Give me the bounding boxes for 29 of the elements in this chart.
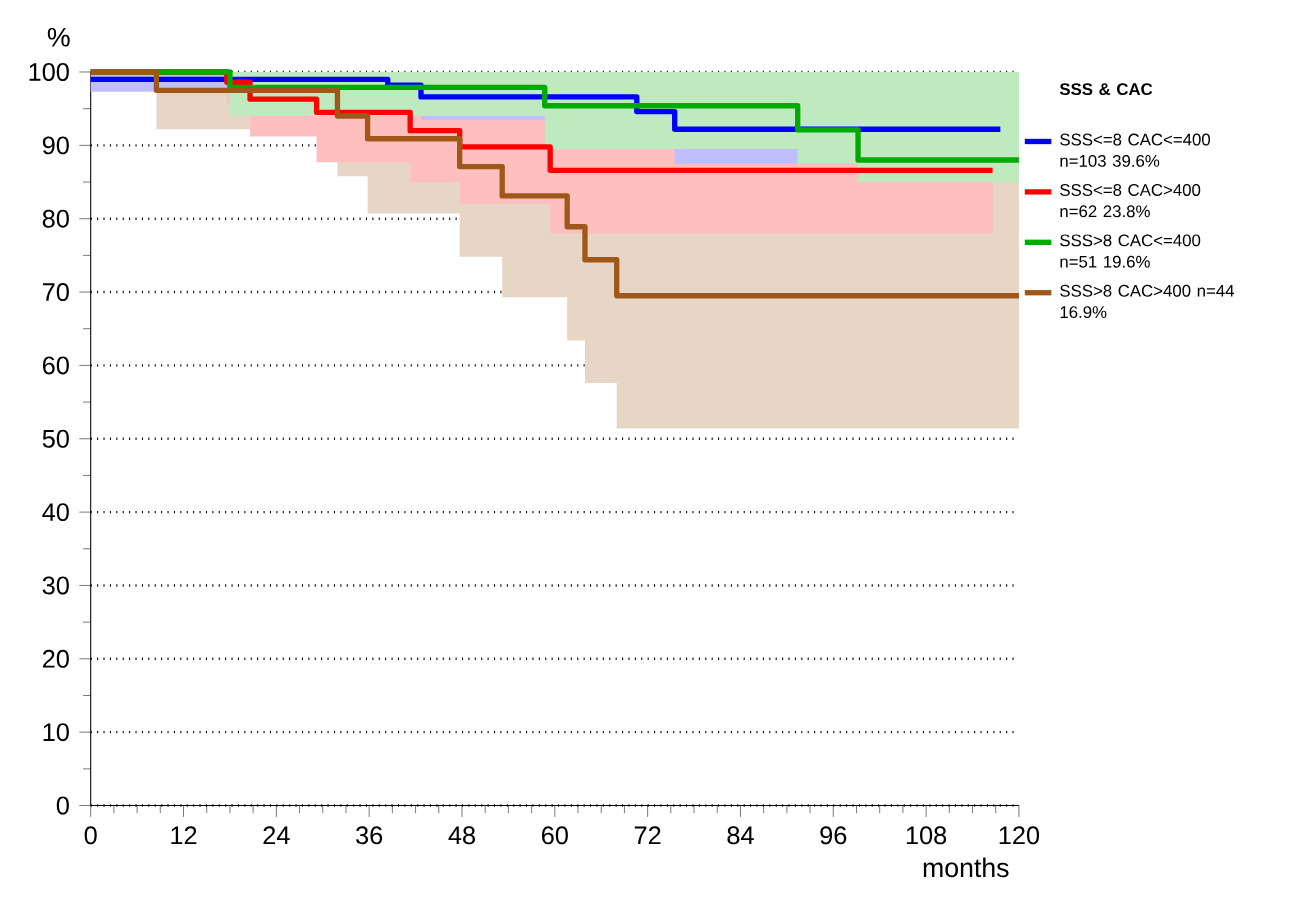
y-tick-label: 70	[43, 283, 69, 302]
x-tick-label: 0	[84, 826, 97, 845]
y-tick-label: 60	[43, 356, 69, 375]
y-tick-label: 80	[42, 209, 69, 228]
y-axis-title: %	[47, 28, 70, 47]
x-tick-label: 48	[448, 826, 475, 845]
y-tick-label: 40	[42, 503, 69, 522]
x-tick-label: 36	[356, 826, 383, 845]
legend-label: SSS<=8 CAC<=400 n=103 39.6%	[1060, 133, 1211, 168]
y-tick-label: 100	[29, 63, 69, 82]
x-tick-label: 108	[906, 826, 947, 845]
y-tick-label: 50	[42, 430, 69, 448]
legend-label: SSS<=8 CAC>400 n=62 23.8%	[1060, 184, 1201, 218]
y-tick-label: 10	[43, 723, 69, 742]
x-tick-label: 96	[820, 826, 847, 845]
x-tick-label: 12	[171, 826, 197, 845]
x-tick-label: 72	[634, 826, 661, 845]
x-tick-label: 84	[727, 826, 754, 845]
y-tick-label: 20	[42, 650, 69, 669]
y-tick-label: 30	[42, 576, 69, 595]
y-tick-label: 90	[42, 136, 69, 155]
legend-label: SSS>8 CAC>400 n=44 16.9%	[1060, 285, 1235, 319]
x-tick-label: 120	[999, 826, 1040, 845]
legend-title: SSS & CAC	[1059, 83, 1153, 96]
x-tick-label: 60	[542, 826, 568, 845]
y-tick-label: 0	[56, 796, 69, 815]
x-tick-label: 24	[263, 826, 290, 845]
x-axis-title: months	[923, 857, 1009, 878]
legend-label: SSS>8 CAC<=400 n=51 19.6%	[1060, 234, 1201, 268]
